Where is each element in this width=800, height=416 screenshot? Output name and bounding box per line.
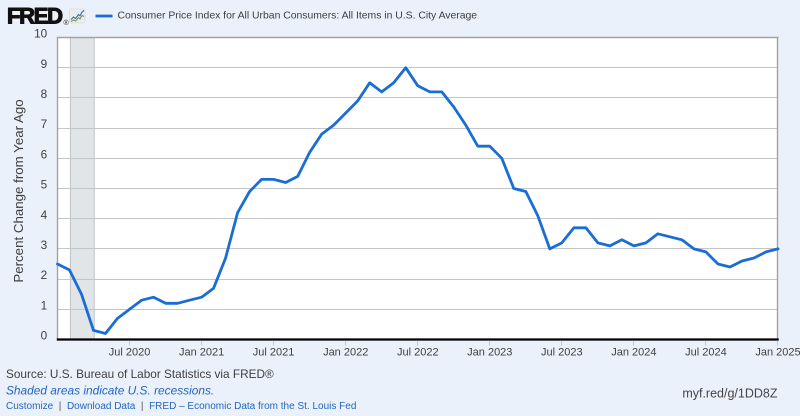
- svg-text:Jul 2020: Jul 2020: [109, 347, 151, 359]
- svg-text:Jul 2021: Jul 2021: [253, 347, 295, 359]
- svg-text:2: 2: [41, 268, 48, 282]
- svg-text:myf.red/g/1DD8Z: myf.red/g/1DD8Z: [682, 386, 778, 400]
- svg-text:Customize | Download Data |: Customize | Download Data | FRED – Econo…: [6, 401, 356, 412]
- svg-text:Jan 2025: Jan 2025: [755, 347, 800, 359]
- svg-text:9: 9: [41, 57, 48, 71]
- svg-text:Shaded areas indicate U.S. rec: Shaded areas indicate U.S. recessions.: [6, 384, 214, 398]
- svg-text:7: 7: [41, 117, 48, 131]
- svg-text:Source: U.S. Bureau of Labor S: Source: U.S. Bureau of Labor Statistics …: [6, 367, 274, 381]
- svg-text:Jul 2024: Jul 2024: [685, 347, 727, 359]
- svg-text:8: 8: [41, 87, 48, 101]
- svg-text:6: 6: [41, 147, 48, 161]
- svg-text:5: 5: [41, 178, 48, 192]
- svg-text:10: 10: [34, 27, 48, 41]
- svg-text:Jan 2024: Jan 2024: [611, 347, 656, 359]
- svg-text:Percent Change from Year Ago: Percent Change from Year Ago: [11, 99, 26, 282]
- svg-text:3: 3: [41, 238, 48, 252]
- svg-text:Jan 2023: Jan 2023: [467, 347, 512, 359]
- svg-text:Consumer Price Index for All U: Consumer Price Index for All Urban Consu…: [118, 11, 478, 22]
- svg-text:Jul 2022: Jul 2022: [397, 347, 439, 359]
- svg-text:Jan 2022: Jan 2022: [323, 347, 368, 359]
- svg-text:Jan 2021: Jan 2021: [179, 347, 224, 359]
- svg-text:4: 4: [41, 208, 48, 222]
- svg-text:0: 0: [41, 328, 48, 342]
- svg-text:®: ®: [64, 19, 70, 27]
- svg-text:Jul 2023: Jul 2023: [541, 347, 583, 359]
- svg-text:FRED: FRED: [7, 4, 62, 29]
- svg-text:1: 1: [41, 298, 48, 312]
